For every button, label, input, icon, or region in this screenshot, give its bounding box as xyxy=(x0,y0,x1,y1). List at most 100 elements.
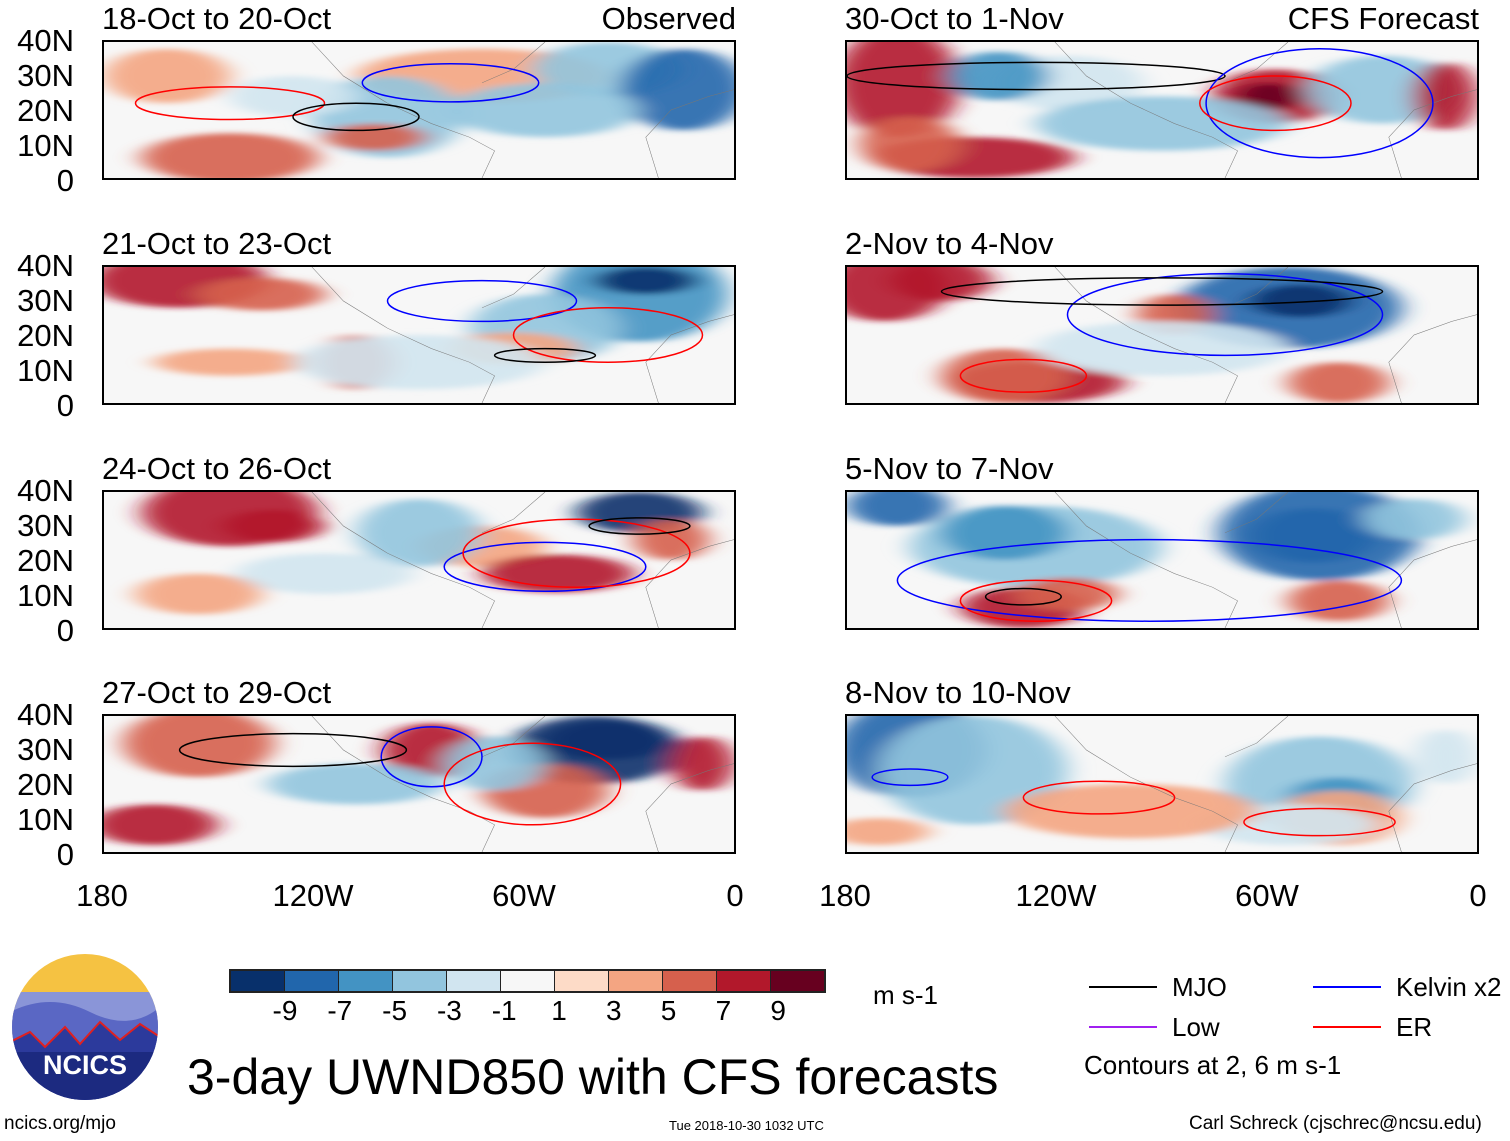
anomaly-area xyxy=(236,553,413,594)
panel-title: 18-Oct to 20-Oct xyxy=(102,1,332,36)
colorbar-swatch xyxy=(447,971,501,991)
contour-line xyxy=(986,589,1062,605)
map-panel xyxy=(845,490,1479,630)
map-panel xyxy=(102,490,736,630)
anomaly-area xyxy=(135,573,262,615)
colorbar-label: -1 xyxy=(491,995,517,1026)
contour-line xyxy=(495,349,596,363)
anomaly-area xyxy=(671,736,734,791)
legend-label: Low xyxy=(1172,1012,1220,1042)
contour-line xyxy=(872,769,948,785)
anomaly-area xyxy=(223,509,325,543)
anomaly-area xyxy=(230,76,356,117)
colorbar-swatch xyxy=(555,971,609,991)
anomaly-area xyxy=(1250,508,1377,563)
footer-url[interactable]: ncics.org/mjo xyxy=(4,1113,116,1134)
y-tick-label: 20N xyxy=(17,93,74,128)
contour-line xyxy=(463,519,690,587)
anomaly-area xyxy=(1414,729,1477,784)
anomaly-area xyxy=(1288,580,1389,622)
panel-tag: Observed xyxy=(601,1,736,36)
legend-label: MJO xyxy=(1172,972,1227,1002)
y-tick-label: 10N xyxy=(17,128,74,163)
anomaly-area xyxy=(104,48,230,104)
contour-line xyxy=(1068,274,1383,356)
contour-line xyxy=(388,281,577,322)
anomaly-area xyxy=(891,267,992,301)
anomaly-area xyxy=(1363,498,1465,540)
legend-line xyxy=(1313,1026,1381,1028)
logo-text: NCICS xyxy=(43,1050,127,1080)
contour-line xyxy=(1023,781,1174,814)
x-tick-label: 120W xyxy=(1015,878,1097,913)
footer-timestamp: Tue 2018-10-30 1032 UTC xyxy=(669,1118,824,1133)
panel-title: 24-Oct to 26-Oct xyxy=(102,451,332,486)
contour-line xyxy=(444,743,620,825)
colorbar-label: -5 xyxy=(382,995,408,1026)
anomaly-area xyxy=(595,267,697,295)
map-panel xyxy=(102,265,736,405)
y-tick-label: 10N xyxy=(17,802,74,837)
contour-line xyxy=(444,542,646,591)
contour-line xyxy=(381,727,482,787)
x-tick-label: 180 xyxy=(76,878,128,913)
main-title: 3-day UWND850 with CFS forecasts xyxy=(187,1049,999,1105)
contour-line xyxy=(942,278,1383,305)
anomaly-area xyxy=(141,133,319,178)
y-tick-label: 20N xyxy=(17,318,74,353)
y-tick-label: 40N xyxy=(17,697,74,732)
anomaly-area xyxy=(620,48,734,131)
anomaly-area xyxy=(941,505,1068,560)
contour-line xyxy=(362,64,538,102)
panel-title: 8-Nov to 10-Nov xyxy=(845,675,1071,710)
colorbar xyxy=(229,969,826,993)
anomaly-area xyxy=(941,348,1068,403)
contour-line xyxy=(293,103,419,130)
colorbar-label: 7 xyxy=(715,995,732,1026)
y-tick-label: 0 xyxy=(56,388,74,423)
y-tick-label: 0 xyxy=(56,837,74,872)
map-panel xyxy=(845,714,1479,854)
legend-line xyxy=(1313,986,1381,988)
y-tick-label: 40N xyxy=(17,23,74,58)
y-tick-label: 20N xyxy=(17,543,74,578)
anomaly-area xyxy=(847,818,929,846)
legend-label: ER xyxy=(1396,1012,1433,1042)
anomaly-area xyxy=(545,721,671,760)
colorbar-label: 9 xyxy=(770,995,786,1026)
y-tick-label: 10N xyxy=(17,353,74,388)
coastline xyxy=(312,716,734,852)
footer-credit: Carl Schreck (cjschrec@ncsu.edu) xyxy=(1189,1113,1482,1134)
contour-line xyxy=(136,87,325,120)
y-tick-label: 30N xyxy=(17,732,74,767)
panel-title: 2-Nov to 4-Nov xyxy=(845,226,1054,261)
coastline xyxy=(312,267,734,403)
anomaly-area xyxy=(1036,96,1288,151)
map-panel xyxy=(102,40,736,180)
colorbar-swatch xyxy=(285,971,339,991)
coastline xyxy=(312,492,734,628)
contour-line xyxy=(1200,76,1351,130)
colorbar-label: -3 xyxy=(436,995,462,1026)
legend-label: Kelvin x2 xyxy=(1396,972,1502,1002)
x-tick-label: 0 xyxy=(726,878,744,913)
contour-line xyxy=(1244,808,1395,835)
contour-line xyxy=(180,734,407,767)
panel-title: 21-Oct to 23-Oct xyxy=(102,226,332,261)
anomaly-area xyxy=(878,716,1068,825)
y-tick-label: 40N xyxy=(17,248,74,283)
map-panel xyxy=(845,265,1479,405)
anomaly-area xyxy=(1004,784,1257,839)
colorbar-label: 3 xyxy=(606,995,622,1026)
y-tick-label: 0 xyxy=(56,163,74,198)
anomaly-area xyxy=(1250,284,1351,318)
anomaly-area xyxy=(1036,321,1288,376)
contour-line xyxy=(897,540,1401,622)
x-tick-label: 120W xyxy=(272,878,354,913)
anomaly-area xyxy=(1237,82,1301,110)
contour-line xyxy=(589,518,690,534)
y-tick-label: 30N xyxy=(17,58,74,93)
colorbar-swatch xyxy=(501,971,555,991)
legend-line xyxy=(1089,1026,1157,1028)
